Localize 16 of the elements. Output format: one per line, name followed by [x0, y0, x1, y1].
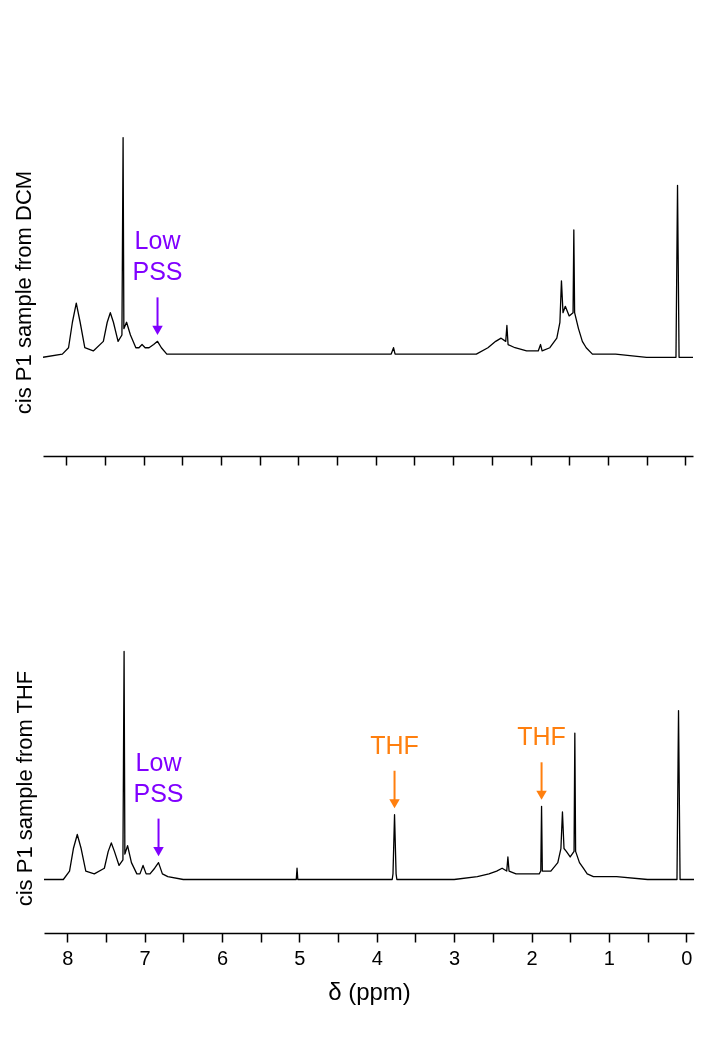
x-tick-label: 8: [62, 946, 74, 969]
x-tick-label: 5: [294, 946, 306, 969]
annotation: Low PSS: [133, 747, 184, 807]
annotation: Low PSS: [132, 226, 183, 286]
x-tick-label: 7: [139, 946, 151, 969]
x-tick-label: 1: [603, 946, 615, 969]
x-tick-label: 2: [526, 946, 538, 969]
x-tick-label: 6: [216, 946, 229, 969]
y-axis-title: cis P1 sample from THF: [11, 670, 37, 907]
x-tick-label: 4: [371, 946, 383, 969]
x-axis-title: δ (ppm): [328, 977, 411, 1005]
y-axis-title: cis P1 sample from DCM: [10, 170, 36, 415]
annotation: THF: [370, 730, 419, 759]
x-tick-label: 3: [449, 946, 461, 969]
x-tick-label: 0: [681, 946, 693, 969]
annotation: THF: [517, 722, 566, 751]
